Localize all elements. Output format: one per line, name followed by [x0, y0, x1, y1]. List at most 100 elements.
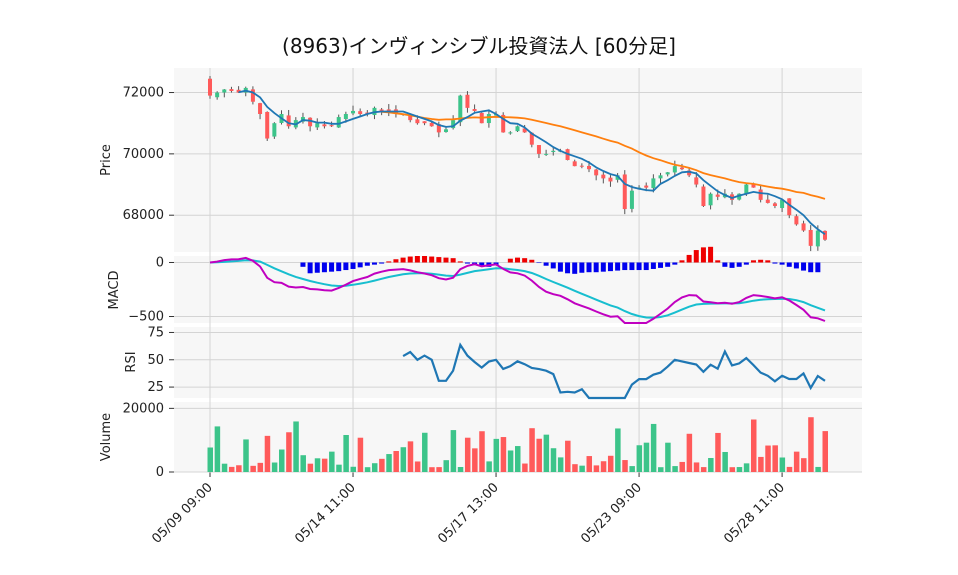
- volume-bar: [715, 432, 721, 472]
- volume-bar: [243, 439, 249, 472]
- volume-bar: [708, 457, 714, 472]
- macd-axis-label: MACD: [107, 271, 122, 310]
- volume-bar: [672, 466, 678, 472]
- volume-bar: [793, 451, 800, 472]
- macd-histogram-bar: [636, 262, 642, 271]
- candle-body: [615, 175, 620, 180]
- macd-histogram-bar: [400, 257, 406, 263]
- volume-bar: [679, 461, 685, 472]
- candle-body: [787, 198, 792, 216]
- volume-bar: [264, 435, 271, 472]
- volume-bar: [736, 467, 743, 472]
- macd-histogram-bar: [379, 262, 385, 264]
- macd-histogram-bar: [515, 257, 520, 263]
- macd-histogram-bar: [386, 261, 392, 263]
- macd-histogram-bar: [329, 262, 335, 272]
- macd-histogram-bar: [729, 262, 735, 268]
- volume-bar: [379, 458, 385, 472]
- candle-body: [322, 124, 327, 127]
- candle-body: [508, 132, 513, 134]
- macd-histogram-bar: [801, 262, 807, 271]
- volume-bar: [307, 463, 314, 472]
- ma-long-line: [381, 110, 826, 200]
- candle-body: [687, 170, 692, 176]
- volume-axis-label: Volume: [99, 413, 114, 461]
- x-tick-label: 05/17 13:00: [435, 480, 502, 547]
- volume-bar: [336, 464, 342, 472]
- volume-bar: [271, 462, 278, 472]
- volume-bar: [629, 466, 635, 472]
- volume-bar: [228, 466, 235, 472]
- macd-histogram-bar: [321, 262, 327, 273]
- macd-histogram-bar: [586, 262, 592, 273]
- chart-title: (8963)インヴィンシブル投資法人 [60分足]: [282, 34, 676, 58]
- macd-histogram-bar: [686, 254, 692, 263]
- volume-bar: [414, 461, 421, 472]
- rsi-axis-label: RSI: [124, 351, 139, 372]
- volume-bar: [579, 465, 585, 472]
- macd-histogram-bar: [808, 262, 814, 273]
- volume-bar: [500, 437, 507, 472]
- volume-bar: [750, 419, 757, 472]
- macd-histogram-bar: [450, 258, 456, 263]
- price-panel-bg: [174, 68, 862, 252]
- volume-bar: [779, 457, 786, 472]
- volume-bar: [772, 445, 778, 472]
- candle-body: [308, 117, 313, 127]
- volume-bar: [686, 433, 693, 472]
- volume-bar: [543, 434, 550, 472]
- candle-body: [572, 161, 577, 167]
- candle-body: [458, 95, 463, 123]
- volume-bar: [250, 465, 256, 472]
- volume-bar: [529, 428, 535, 472]
- macd-histogram-bar: [736, 262, 742, 267]
- candle-body: [708, 193, 713, 206]
- rsi-tick-label: 75: [147, 325, 164, 340]
- volume-bar: [407, 441, 414, 472]
- macd-histogram-bar: [529, 259, 535, 263]
- macd-histogram-bar: [429, 256, 435, 263]
- volume-bar: [522, 463, 528, 472]
- candle-body: [486, 114, 491, 124]
- candle-body: [651, 178, 656, 189]
- macd-histogram-bar: [407, 256, 413, 263]
- volume-bar: [479, 431, 485, 472]
- volume-bar: [643, 442, 650, 472]
- macd-histogram-bar: [457, 261, 463, 263]
- macd-histogram-bar: [722, 262, 728, 267]
- x-tick-label: 05/28 11:00: [721, 480, 788, 547]
- volume-bar: [815, 466, 821, 472]
- x-tick-label: 05/09 09:00: [149, 480, 216, 547]
- candle-body: [579, 165, 584, 167]
- volume-bar: [550, 448, 557, 472]
- volume-bar: [422, 432, 428, 472]
- volume-bar: [286, 432, 292, 472]
- candle-body: [315, 123, 320, 128]
- candle-body: [644, 185, 649, 188]
- price-axis-label: Price: [99, 144, 114, 176]
- candle-body: [465, 94, 470, 108]
- candle-body: [386, 109, 391, 111]
- macd-panel-bg: [174, 256, 862, 323]
- candle-body: [286, 115, 291, 127]
- candle-body: [744, 184, 749, 194]
- volume-bar: [393, 451, 399, 472]
- candle-body: [222, 89, 227, 93]
- volume-bar: [729, 467, 736, 472]
- macd-histogram-bar: [414, 256, 420, 263]
- volume-bar: [386, 454, 392, 472]
- macd-histogram-bar: [622, 262, 628, 271]
- macd-histogram-bar: [629, 262, 635, 271]
- volume-bar: [279, 449, 285, 472]
- candle-body: [587, 165, 592, 170]
- macd-histogram-bar: [543, 262, 549, 266]
- macd-histogram-bar: [650, 262, 656, 269]
- candle-body: [215, 92, 220, 98]
- volume-bar: [700, 467, 707, 472]
- candle-body: [272, 123, 277, 137]
- volume-bar: [586, 456, 593, 472]
- macd-tick-label: 0: [156, 255, 164, 270]
- candle-body: [737, 193, 742, 200]
- macd-histogram-bar: [507, 258, 513, 263]
